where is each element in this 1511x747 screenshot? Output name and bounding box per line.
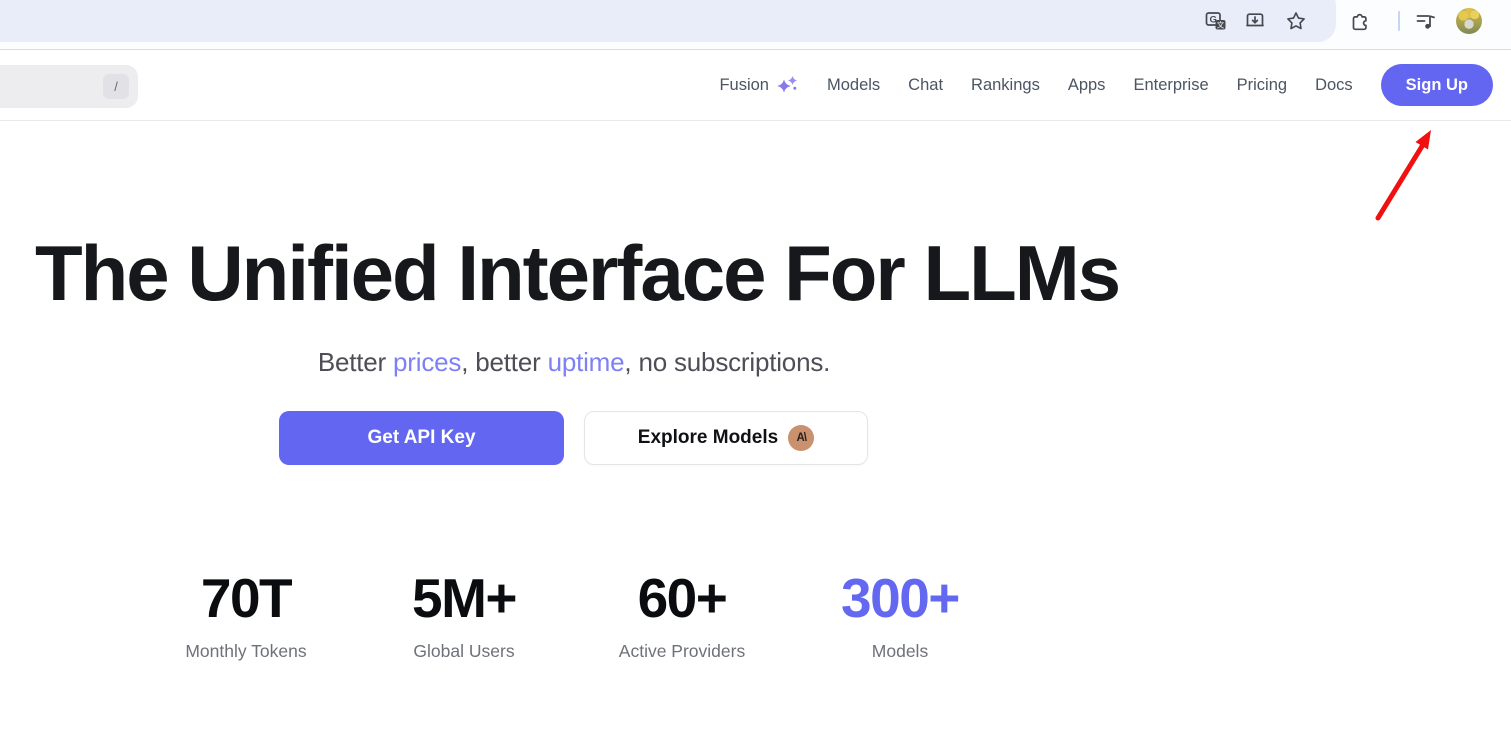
stat-label: Global Users bbox=[413, 641, 515, 661]
anthropic-logo-icon: A\ bbox=[788, 425, 815, 451]
get-api-key-button[interactable]: Get API Key bbox=[279, 411, 564, 465]
toolbar-divider bbox=[1398, 11, 1400, 31]
bookmark-star-icon[interactable] bbox=[1285, 10, 1307, 32]
nav-item-apps[interactable]: Apps bbox=[1067, 75, 1106, 94]
browser-profile-avatar[interactable] bbox=[1456, 8, 1482, 34]
nav-item-docs[interactable]: Docs bbox=[1315, 75, 1353, 94]
stat-label: Models bbox=[871, 641, 929, 661]
svg-text:文: 文 bbox=[1217, 19, 1225, 29]
nav-item-pricing[interactable]: Pricing bbox=[1236, 75, 1288, 94]
subtitle-text: , no subscriptions. bbox=[624, 347, 831, 377]
translate-icon[interactable]: G 文 bbox=[1205, 10, 1227, 32]
hero-subtitle: Better prices, better uptime, no subscri… bbox=[0, 347, 1148, 378]
prices-link[interactable]: prices bbox=[393, 347, 462, 377]
stat-label: Monthly Tokens bbox=[185, 641, 307, 661]
stat-label: Active Providers bbox=[618, 641, 746, 661]
stats-row: 70T Monthly Tokens 5M+ Global Users 60+ … bbox=[137, 571, 1009, 662]
explore-models-button[interactable]: Explore Models A\ bbox=[584, 411, 868, 465]
nav-item-models[interactable]: Models bbox=[826, 75, 881, 94]
subtitle-text: Better bbox=[317, 347, 394, 377]
explore-models-label: Explore Models bbox=[637, 427, 779, 448]
sign-up-button[interactable]: Sign Up bbox=[1380, 63, 1493, 107]
stat-monthly-tokens: 70T Monthly Tokens bbox=[137, 571, 355, 662]
media-controls-icon[interactable] bbox=[1415, 10, 1437, 32]
stat-models: 300+ Models bbox=[791, 571, 1009, 662]
subtitle-text: , better bbox=[461, 347, 548, 377]
cta-button-row: Get API Key Explore Models A\ bbox=[279, 411, 868, 465]
stat-active-providers: 60+ Active Providers bbox=[573, 571, 791, 662]
nav-item-chat[interactable]: Chat bbox=[908, 75, 944, 94]
stat-value: 70T bbox=[200, 567, 293, 629]
svg-text:G: G bbox=[1210, 15, 1217, 26]
extensions-puzzle-icon[interactable] bbox=[1349, 10, 1371, 32]
stat-value: 300+ bbox=[841, 567, 960, 629]
nav-item-enterprise[interactable]: Enterprise bbox=[1133, 75, 1209, 94]
nav-item-fusion[interactable]: Fusion bbox=[719, 75, 799, 96]
site-search-input[interactable]: / bbox=[0, 65, 138, 108]
main-nav: Fusion Models Chat Rankings Apps Enterpr… bbox=[719, 50, 1493, 120]
site-header: / Fusion Models Chat Rankings Apps Enter… bbox=[0, 50, 1511, 121]
stat-value: 5M+ bbox=[411, 567, 518, 629]
sparkles-icon bbox=[776, 75, 799, 96]
install-app-icon[interactable] bbox=[1244, 10, 1266, 32]
page-title: The Unified Interface For LLMs bbox=[35, 229, 1121, 317]
browser-toolbar: G 文 bbox=[0, 0, 1511, 50]
search-shortcut-kbd: / bbox=[103, 74, 129, 99]
browser-address-bar[interactable] bbox=[0, 0, 1336, 42]
uptime-link[interactable]: uptime bbox=[547, 347, 625, 377]
nav-item-rankings[interactable]: Rankings bbox=[971, 75, 1040, 94]
stat-global-users: 5M+ Global Users bbox=[355, 571, 573, 662]
stat-value: 60+ bbox=[637, 567, 728, 629]
